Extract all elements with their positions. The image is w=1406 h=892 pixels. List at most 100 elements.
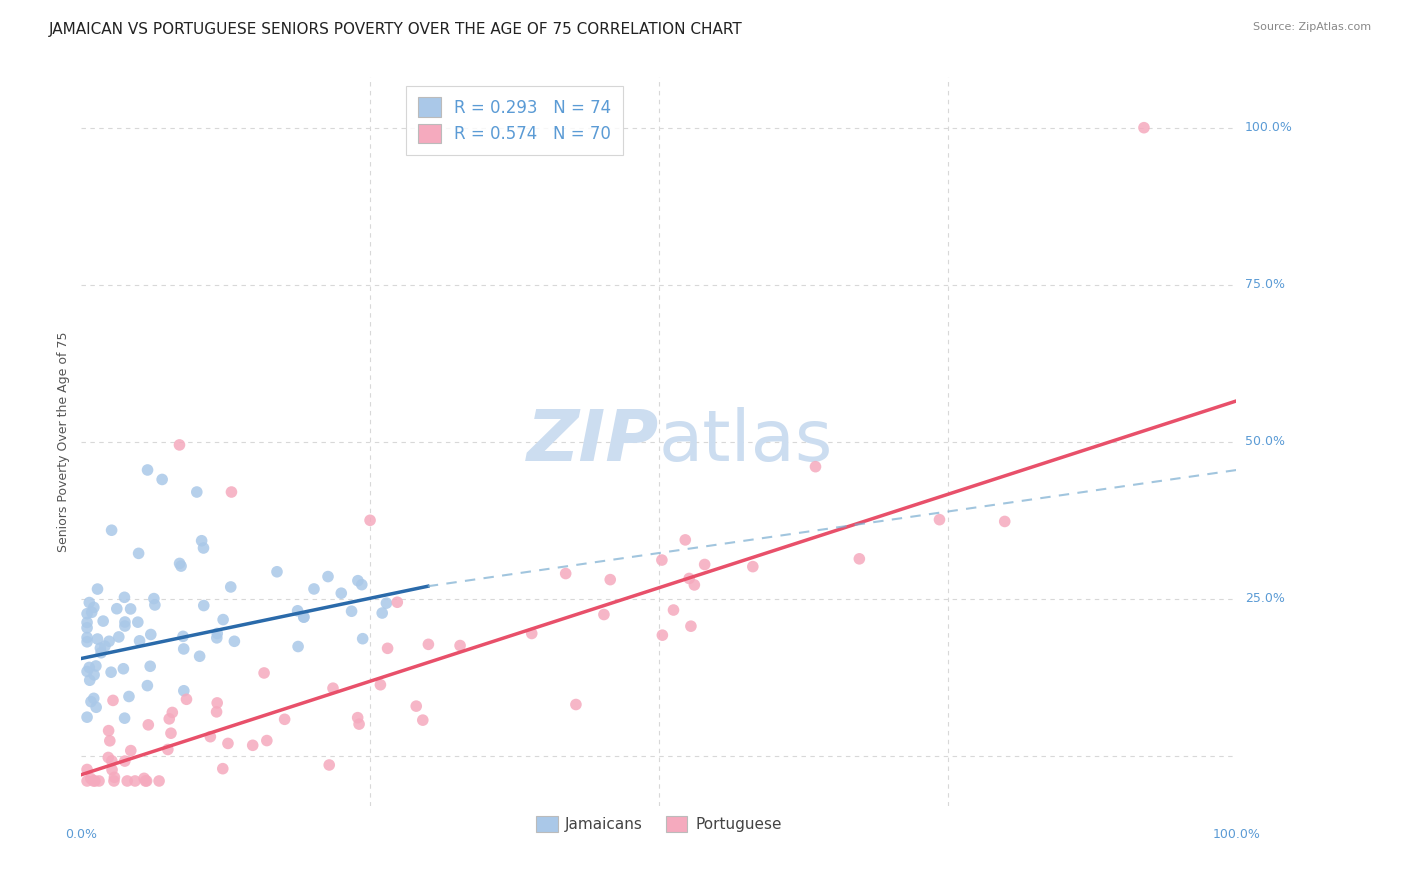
Point [100,665,122,680]
Point [156,742,179,756]
Point [347,574,370,588]
Point [100,523,122,537]
Point [375,596,398,610]
Point [205,705,228,719]
Text: JAMAICAN VS PORTUGUESE SENIORS POVERTY OVER THE AGE OF 75 CORRELATION CHART: JAMAICAN VS PORTUGUESE SENIORS POVERTY O… [49,22,742,37]
Text: 0.0%: 0.0% [65,829,97,841]
Point [89,641,111,656]
Point [347,717,370,731]
Text: Source: ZipAtlas.com: Source: ZipAtlas.com [1253,22,1371,32]
Point [188,649,211,664]
Point [302,582,325,596]
Point [205,631,228,645]
Point [114,754,136,768]
Point [346,711,368,725]
Point [118,690,141,704]
Text: 50.0%: 50.0% [1244,435,1285,449]
Point [172,629,194,643]
Point [193,541,215,555]
Point [136,718,159,732]
Point [114,711,136,725]
Point [287,640,309,654]
Point [98,734,121,748]
Point [84,700,107,714]
Point [148,774,170,789]
Point [128,546,150,560]
Point [449,639,471,653]
Point [219,580,242,594]
Point [387,595,409,609]
Point [120,743,142,757]
Point [132,772,155,786]
Point [134,774,156,789]
Point [86,582,108,596]
Point [212,613,235,627]
Point [412,713,434,727]
Point [673,533,696,547]
Point [136,679,159,693]
Point [211,762,233,776]
Point [683,578,706,592]
Point [217,736,239,750]
Point [97,723,120,738]
Point [139,659,162,673]
Text: atlas: atlas [659,408,834,476]
Point [253,665,276,680]
Point [83,668,105,682]
Point [418,637,440,651]
Point [405,699,427,714]
Point [224,634,246,648]
Point [207,626,229,640]
Point [83,600,105,615]
Point [994,515,1017,529]
Point [520,626,543,640]
Point [169,557,191,571]
Point [651,628,673,642]
Point [84,659,107,673]
Point [599,573,621,587]
Point [340,604,363,618]
Point [848,551,870,566]
Point [139,627,162,641]
Point [83,691,105,706]
Point [87,774,110,789]
Point [79,595,101,609]
Point [76,774,98,789]
Point [135,774,157,789]
Point [169,438,191,452]
Point [678,572,700,586]
Point [114,615,136,629]
Point [554,566,576,581]
Point [128,633,150,648]
Point [679,619,702,633]
Point [370,678,392,692]
Point [112,662,135,676]
Text: 100.0%: 100.0% [1212,829,1260,841]
Point [200,730,222,744]
Point [162,706,184,720]
Point [157,712,180,726]
Point [97,750,120,764]
Point [101,754,124,768]
Point [80,695,103,709]
Point [205,696,228,710]
Y-axis label: Seniors Poverty Over the Age of 75: Seniors Poverty Over the Age of 75 [58,332,70,552]
Point [318,758,340,772]
Point [103,774,125,789]
Point [928,513,950,527]
Point [91,614,114,628]
Point [242,739,264,753]
Legend: Jamaicans, Portuguese: Jamaicans, Portuguese [530,810,787,838]
Point [292,610,315,624]
Point [94,639,117,653]
Point [76,763,98,777]
Point [142,591,165,606]
Text: 25.0%: 25.0% [1244,592,1285,606]
Point [221,485,243,500]
Point [193,599,215,613]
Point [114,619,136,633]
Point [127,615,149,629]
Point [101,693,124,707]
Point [108,630,131,644]
Point [98,634,121,648]
